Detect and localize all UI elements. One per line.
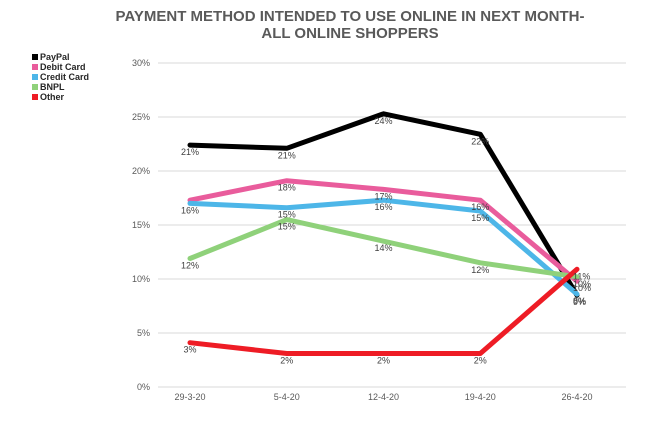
y-tick-label: 30% [132,58,150,68]
series-line-bnpl [187,217,580,280]
legend-entry: Credit Card [40,72,89,82]
x-tick-label: 5-4-20 [274,392,300,402]
legend-swatch [32,54,38,60]
gridlines [158,62,626,388]
y-axis-ticks: 0% 5% 10% 15% 20% 25% 30% [132,58,150,392]
data-label: 24% [374,116,392,126]
legend-entry: PayPal [40,52,70,62]
y-tick-label: 10% [132,274,150,284]
data-label: 21% [181,147,199,157]
data-label: 12% [471,265,489,275]
data-label: 10% [573,283,591,293]
data-label: 15% [278,210,296,220]
x-tick-label: 26-4-20 [561,392,592,402]
data-label: 3% [183,345,196,355]
data-label: 10% [573,279,591,289]
chart-title-line-1: PAYMENT METHOD INTENDED TO USE ONLINE IN… [116,8,585,25]
data-label: 16% [471,202,489,212]
chart-title-line-2: ALL ONLINE SHOPPERS [261,25,438,42]
series-lines [187,111,580,356]
legend-swatch [32,94,38,100]
legend-entry: Debit Card [40,62,86,72]
y-tick-label: 25% [132,112,150,122]
data-label: 14% [374,243,392,253]
data-label: 17% [374,191,392,201]
data-label: 12% [181,260,199,270]
series-line-debit-card [187,178,580,284]
legend-swatch [32,84,38,90]
x-tick-label: 19-4-20 [465,392,496,402]
y-tick-label: 0% [137,382,150,392]
data-label: 8% [573,296,586,306]
legend-entry: Other [40,92,65,102]
data-label: 21% [278,150,296,160]
y-tick-label: 15% [132,220,150,230]
data-label: 2% [377,356,390,366]
series-line-other [187,266,580,356]
data-label: 16% [181,205,199,215]
data-label: 15% [278,222,296,232]
data-label: 16% [374,202,392,212]
data-label: 2% [474,356,487,366]
data-labels: 21% 21%24%22%9%18%17%16%10%16% 15%16%15%8%… [181,116,591,366]
data-label: 18% [278,183,296,193]
legend-swatch [32,74,38,80]
x-axis-ticks: 29-3-20 5-4-20 12-4-20 19-4-20 26-4-20 [174,392,592,402]
data-label: 22% [471,136,489,146]
y-tick-label: 5% [137,328,150,338]
legend-swatch [32,64,38,70]
series-line-credit-card [187,197,580,297]
series-line-paypal [187,111,580,298]
y-tick-label: 20% [132,166,150,176]
data-label: 2% [280,356,293,366]
data-label: 9% [573,297,586,307]
data-label: 11% [573,271,590,281]
x-tick-label: 29-3-20 [174,392,205,402]
legend-entry: BNPL [40,82,65,92]
data-label: 15% [471,213,489,223]
x-tick-label: 12-4-20 [368,392,399,402]
